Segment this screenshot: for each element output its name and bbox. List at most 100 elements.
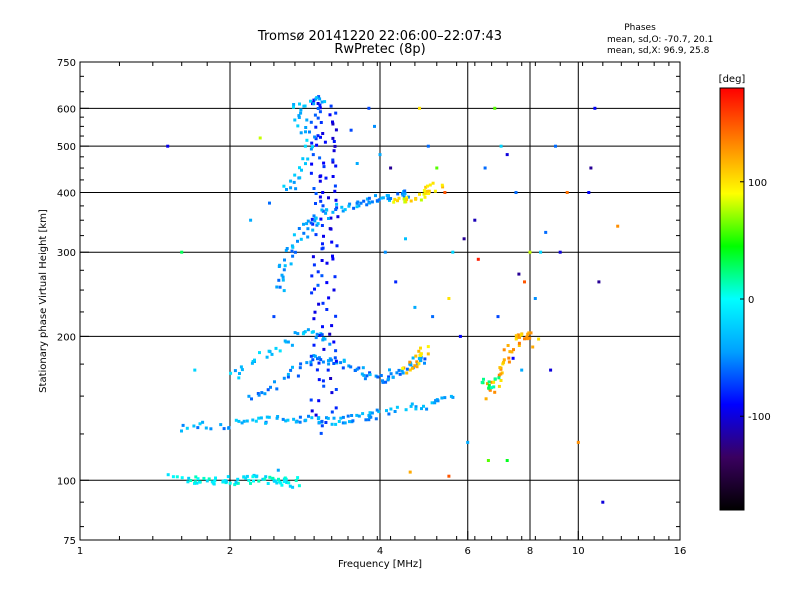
echo-point bbox=[271, 476, 275, 480]
echo-point bbox=[333, 275, 337, 279]
echo-point bbox=[323, 140, 327, 144]
echo-point bbox=[321, 242, 324, 246]
echo-point bbox=[537, 337, 541, 341]
echo-point bbox=[328, 113, 332, 117]
echo-point bbox=[317, 399, 321, 403]
x-ticks: 1 2 4 6 8 10 16 bbox=[77, 62, 686, 557]
echo-point bbox=[414, 354, 418, 358]
echo-point bbox=[387, 375, 391, 379]
echo-point bbox=[414, 405, 418, 409]
echo-point bbox=[488, 388, 492, 392]
echo-point bbox=[327, 196, 330, 200]
echo-point bbox=[317, 378, 321, 382]
echo-point bbox=[451, 250, 455, 254]
echo-point bbox=[331, 120, 334, 124]
echo-point bbox=[180, 476, 184, 480]
echo-point bbox=[227, 426, 231, 430]
echo-point bbox=[324, 176, 328, 180]
echo-point bbox=[398, 372, 402, 376]
echo-point bbox=[318, 110, 322, 114]
echo-point bbox=[327, 296, 331, 300]
echo-point bbox=[417, 349, 421, 353]
echo-point bbox=[256, 392, 260, 395]
echo-point bbox=[306, 235, 310, 239]
echo-point bbox=[430, 401, 434, 405]
echo-point bbox=[554, 144, 557, 148]
echo-point bbox=[539, 250, 543, 254]
echo-point bbox=[316, 357, 319, 361]
echo-point bbox=[330, 324, 334, 328]
echo-point bbox=[507, 360, 511, 364]
scatter-points bbox=[166, 95, 620, 504]
echo-point bbox=[305, 222, 309, 226]
echo-point bbox=[589, 166, 593, 170]
echo-point bbox=[304, 126, 308, 129]
echo-point bbox=[309, 360, 313, 364]
echo-point bbox=[276, 415, 280, 418]
echo-point bbox=[282, 376, 286, 380]
echo-point bbox=[196, 426, 200, 430]
echo-point bbox=[180, 250, 184, 254]
echo-point bbox=[314, 216, 318, 220]
echo-point bbox=[391, 375, 395, 379]
echo-point bbox=[402, 195, 406, 199]
echo-point bbox=[268, 475, 272, 479]
echo-point bbox=[505, 459, 509, 462]
echo-point bbox=[331, 160, 335, 164]
echo-point bbox=[283, 476, 287, 480]
echo-point bbox=[359, 201, 363, 205]
echo-point bbox=[343, 208, 347, 212]
echo-point bbox=[331, 210, 335, 214]
echo-point bbox=[327, 217, 330, 220]
echo-point bbox=[514, 337, 518, 341]
echo-point bbox=[483, 166, 487, 170]
echo-point bbox=[350, 414, 354, 417]
echo-point bbox=[292, 103, 296, 106]
echo-point bbox=[502, 348, 506, 352]
echo-point bbox=[278, 263, 282, 267]
echo-point bbox=[356, 200, 360, 204]
echo-point bbox=[332, 416, 336, 420]
echo-point bbox=[320, 333, 324, 337]
echo-point bbox=[272, 315, 276, 319]
x-tick-label: 10 bbox=[572, 546, 585, 557]
echo-point bbox=[263, 477, 267, 481]
chart-subtitle: RwPretec (8p) bbox=[334, 42, 425, 57]
echo-point bbox=[267, 349, 271, 353]
echo-point bbox=[411, 356, 415, 360]
echo-point bbox=[318, 156, 322, 160]
echo-point bbox=[315, 223, 319, 227]
echo-point bbox=[593, 106, 597, 110]
echo-point bbox=[253, 358, 256, 362]
echo-point bbox=[258, 351, 261, 355]
echo-point bbox=[272, 479, 276, 483]
echo-point bbox=[316, 102, 320, 105]
echo-point bbox=[311, 145, 314, 149]
echo-point bbox=[361, 412, 365, 416]
echo-point bbox=[601, 500, 605, 504]
echo-point bbox=[544, 230, 548, 234]
echo-point bbox=[318, 103, 322, 107]
echo-point bbox=[381, 196, 385, 200]
echo-point bbox=[482, 377, 485, 381]
echo-point bbox=[441, 185, 445, 189]
echo-point bbox=[330, 240, 334, 244]
echo-point bbox=[549, 368, 553, 372]
echo-point bbox=[247, 394, 251, 398]
echo-point bbox=[496, 315, 500, 319]
echo-point bbox=[410, 366, 414, 370]
echo-point bbox=[418, 353, 422, 357]
echo-point bbox=[213, 479, 217, 483]
echo-point bbox=[499, 144, 503, 148]
echo-point bbox=[288, 484, 292, 488]
echo-point bbox=[309, 354, 313, 358]
echo-point bbox=[316, 283, 320, 287]
echo-point bbox=[282, 184, 286, 188]
echo-point bbox=[322, 384, 326, 388]
y-tick-label: 400 bbox=[57, 188, 76, 199]
echo-point bbox=[298, 420, 302, 424]
echo-point bbox=[339, 361, 343, 365]
echo-point bbox=[389, 166, 393, 170]
echo-point bbox=[269, 385, 272, 389]
echo-point bbox=[414, 407, 418, 411]
